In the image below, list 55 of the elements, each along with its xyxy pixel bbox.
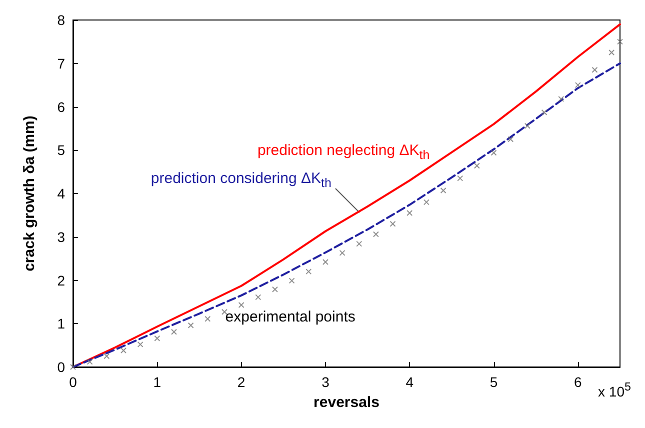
point (137, 341, 144, 348)
x-tick-label: 1 (153, 374, 162, 390)
text: prediction considering ΔK$_{th}$ (150, 170, 332, 190)
point (390, 220, 396, 227)
point (86, 358, 93, 365)
y-tick-label: 5 (57, 142, 66, 158)
series-label: prediction neglecting ΔK$_{th}$ (257, 142, 430, 162)
point (541, 109, 548, 116)
point (574, 82, 581, 88)
series-label: experimental points (225, 308, 356, 326)
point (617, 38, 623, 45)
x-tick-label: 0 (69, 374, 78, 390)
point (120, 348, 126, 354)
y-axis-title: crack growth δa (mm) (21, 116, 38, 272)
x-tick-label: 2 (237, 374, 246, 390)
point (306, 268, 312, 275)
point (255, 294, 262, 300)
y-tick-label: 4 (57, 186, 66, 202)
y-tick-label: 0 (57, 359, 66, 375)
point (339, 250, 346, 256)
point (272, 286, 278, 292)
text: x 10$^{5}$ (598, 380, 631, 400)
point (238, 302, 244, 308)
x-tick-label: 4 (406, 374, 414, 390)
point (592, 66, 598, 73)
point (440, 187, 446, 194)
x-tick-label: 6 (574, 374, 582, 390)
y-tick-label: 7 (57, 55, 66, 72)
point (204, 316, 211, 322)
y-tick-label: 8 (57, 12, 66, 28)
y-tick-label: 3 (57, 228, 66, 245)
point (356, 240, 362, 247)
y-tick-label: 2 (57, 272, 66, 288)
point (154, 335, 160, 342)
point (406, 210, 413, 216)
x-tick-label: 5 (490, 374, 498, 390)
point (490, 150, 497, 156)
point (104, 353, 110, 360)
point (524, 122, 530, 129)
x-tick-label: 3 (322, 374, 330, 390)
point (423, 199, 430, 206)
point (188, 322, 194, 328)
point (288, 278, 295, 284)
point (474, 162, 480, 169)
point (170, 328, 177, 335)
point (508, 136, 514, 142)
point (322, 259, 328, 266)
y-tick-label: 1 (57, 316, 66, 332)
point (608, 50, 615, 56)
point (70, 364, 76, 370)
point (372, 231, 379, 238)
point (457, 175, 464, 182)
point (558, 96, 564, 102)
x-axis-title: reversals (314, 394, 380, 411)
y-tick-label: 6 (57, 98, 66, 115)
